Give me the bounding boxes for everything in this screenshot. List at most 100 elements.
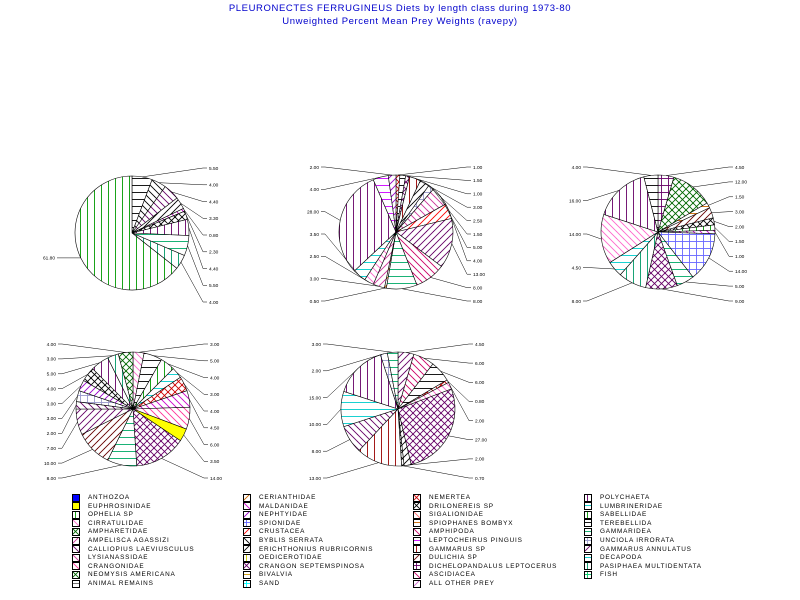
leader-line [661,288,733,302]
data-label: 61.80 [43,256,55,262]
leader-line [58,362,100,375]
data-label: 2.30 [209,250,219,256]
pie-2: 1.00 1.50 1.00 3.00 2.50 1.50 5.00 4.00 13.00 8.0… [307,165,485,305]
leader-line [183,383,208,412]
data-label: 4.00 [209,183,219,189]
data-label: 3.00 [47,401,57,407]
data-label: 6.00 [210,442,220,448]
data-label: 2.00 [47,431,57,437]
leader-line [323,462,379,479]
leader-line [321,256,370,283]
data-label: 6.00 [475,361,485,367]
leader-line [58,343,126,353]
data-label: 4.50 [210,426,220,432]
leader-line [58,405,77,434]
leader-line [440,371,473,383]
leader-line [323,353,384,372]
data-label: 3.00 [47,416,57,422]
leader-line [185,215,207,253]
chart-title: PLEURONECTES FERRUGINEUS Diets by length… [228,3,572,14]
leader-line [451,243,471,275]
data-label: 1.00 [735,254,745,260]
data-label: 8.00 [473,299,483,305]
leader-line [183,434,208,462]
leader-line [714,231,733,257]
data-label: 6.00 [475,380,485,386]
data-label: 3.50 [210,459,220,465]
leader-line [583,282,633,302]
data-label: 8.00 [572,299,582,305]
chart-subtitle: Unweighted Percent Mean Prey Weights (ra… [282,16,518,27]
data-label: 4.00 [210,375,220,381]
leader-line [323,439,351,452]
leader-line [407,458,473,466]
data-label: 8.00 [312,449,322,455]
leader-line [187,245,207,286]
pie-slice [397,388,456,465]
leader-line [711,211,733,213]
leader-line [439,195,471,248]
data-label: 14.00 [569,232,581,238]
data-label: 7.00 [47,446,57,452]
leader-line [447,381,473,402]
data-label: 3.00 [735,209,745,215]
leader-line [397,166,471,176]
data-label: 3.30 [209,216,219,222]
pie-4: 3.00 5.00 4.00 3.00 4.00 4.50 6.00 3.50 14.00 4.0… [44,342,222,482]
leader-line [321,166,393,176]
leader-line [161,458,208,479]
leader-line [583,190,620,201]
leader-line [58,421,78,449]
leader-line [183,209,207,236]
leader-line [188,418,208,445]
data-label: 9.00 [735,299,745,305]
leader-line [583,233,602,240]
leader-line [430,277,471,288]
leader-line [142,167,207,178]
data-label: 1.50 [735,239,745,245]
data-label: 2.50 [310,254,320,260]
leader-line [424,182,471,221]
leader-line [685,281,733,287]
leader-line [321,278,379,287]
leader-line [138,343,208,353]
data-label: 0.70 [475,476,485,482]
data-label: 10.00 [44,461,56,467]
data-label: 5.50 [209,166,219,172]
leader-line [401,288,471,302]
data-label: 4.00 [209,300,219,306]
data-label: 3.00 [210,392,220,398]
data-label: 5.00 [210,359,220,365]
pie-slice [386,351,399,410]
data-label: 4.50 [735,165,745,171]
leader-line [583,166,651,176]
data-label: 4.00 [47,342,57,348]
data-label: 1.50 [473,232,483,238]
data-label: 1.00 [473,165,483,171]
data-label: 4.50 [572,265,582,271]
pie-slice [132,408,181,467]
leader-line [180,202,207,219]
data-label: 3.00 [210,342,220,348]
leader-line [176,372,208,395]
leader-line [321,233,360,276]
leader-line [414,178,471,208]
data-label: 2.00 [312,369,322,375]
leader-line [58,355,113,360]
data-label: 3.00 [47,357,57,363]
leader-line [431,187,471,235]
leader-line [58,385,82,404]
data-label: 4.40 [209,266,219,272]
data-label: 3.50 [310,232,320,238]
leader-line [58,449,93,464]
data-label: 2.00 [475,418,485,424]
data-label: 8.00 [47,476,57,482]
data-label: 0.80 [475,399,485,405]
leader-line [58,395,78,419]
leader-line [153,355,208,362]
leader-line [449,385,473,421]
leader-line [708,257,733,272]
leader-line [323,368,358,398]
leader-line [188,398,208,429]
data-label: 5.00 [47,372,57,378]
